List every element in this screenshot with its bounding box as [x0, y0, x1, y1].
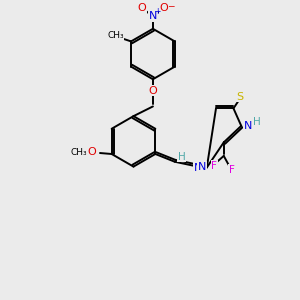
- Text: N: N: [194, 163, 202, 172]
- Text: N: N: [244, 121, 252, 131]
- Text: F: F: [229, 164, 235, 175]
- Text: F: F: [211, 160, 217, 171]
- Text: CH₃: CH₃: [70, 148, 87, 157]
- Text: O: O: [159, 3, 168, 14]
- Text: H: H: [253, 117, 261, 127]
- Text: −: −: [167, 1, 174, 10]
- Text: O: O: [88, 147, 97, 157]
- Text: N: N: [149, 11, 157, 21]
- Text: N: N: [198, 162, 206, 172]
- Text: S: S: [237, 92, 244, 102]
- Text: CH₃: CH₃: [107, 31, 124, 40]
- Text: H: H: [178, 152, 185, 162]
- Text: O: O: [148, 86, 157, 96]
- Text: O: O: [138, 3, 147, 14]
- Text: +: +: [154, 7, 161, 16]
